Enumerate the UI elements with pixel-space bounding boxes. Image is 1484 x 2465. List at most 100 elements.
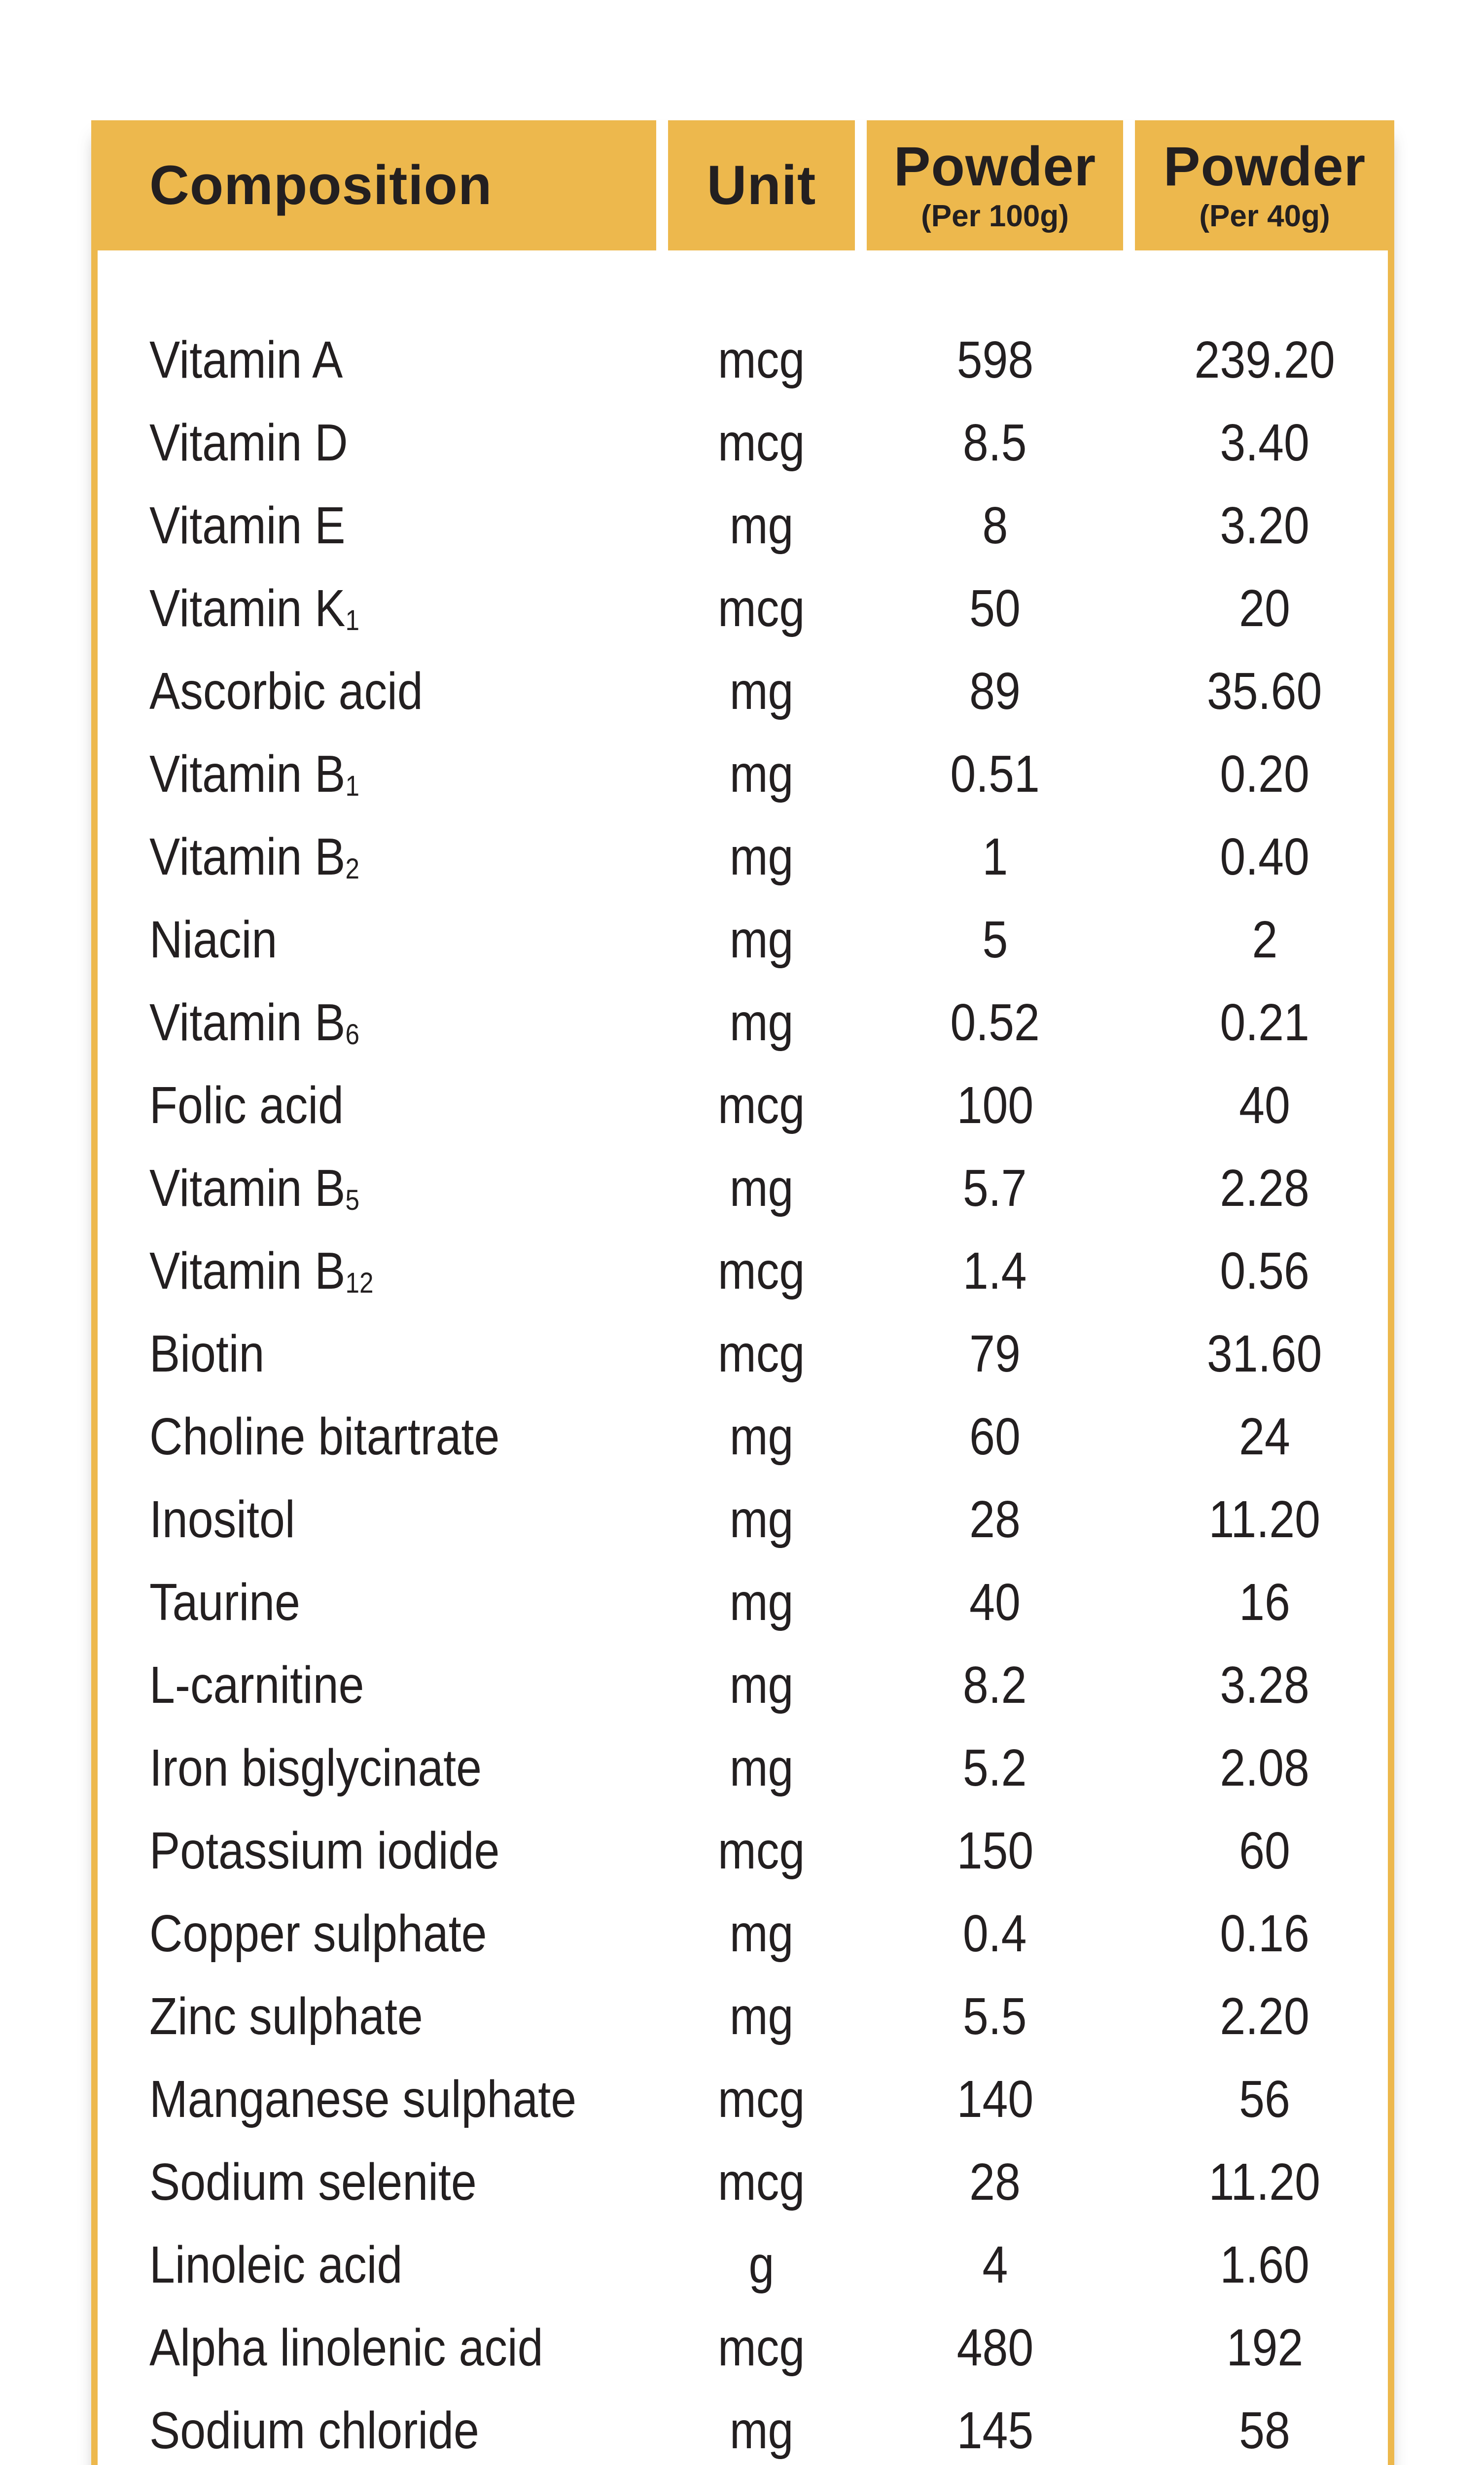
table-header-row: Composition Unit Powder (Per 100g) Powde…	[91, 120, 1394, 250]
unit-value: mcg	[718, 1076, 805, 1134]
per-100g-value: 8.2	[963, 1655, 1027, 1714]
ingredient-name: Inositol	[149, 1490, 295, 1549]
unit-value: mg	[729, 1159, 794, 1217]
unit-value: mcg	[718, 413, 805, 472]
per-100g-value: 4	[982, 2235, 1008, 2294]
powder-40g-subtitle: (Per 40g)	[1199, 199, 1330, 233]
ingredient-name: Folic acid	[149, 1076, 344, 1134]
table-row: Manganese sulphate mcg 140 56	[91, 2058, 1394, 2141]
table-row: Alpha linolenic acid mcg 480 192	[91, 2306, 1394, 2389]
unit-value: mg	[729, 993, 794, 1052]
per-100g-value: 598	[956, 330, 1033, 389]
unit-value: mg	[729, 1987, 794, 2045]
ingredient-name: Linoleic acid	[149, 2235, 403, 2294]
per-100g-value: 0.51	[950, 744, 1040, 803]
ingredient-name: Sodium selenite	[149, 2152, 477, 2211]
per-100g-value: 28	[969, 1490, 1021, 1549]
per-100g-value: 0.52	[950, 993, 1040, 1052]
per-40g-value: 2.08	[1220, 1738, 1309, 1797]
per-40g-value: 60	[1239, 1821, 1290, 1880]
ingredient-name: Taurine	[149, 1573, 300, 1631]
table-row: Vitamin A mcg 598 239.20	[91, 318, 1394, 401]
ingredient-name: Vitamin B5	[149, 1159, 360, 1217]
ingredient-name: Vitamin B2	[149, 827, 360, 886]
per-40g-value: 20	[1239, 579, 1290, 637]
ingredient-name: Sodium chloride	[149, 2401, 479, 2460]
unit-value: mcg	[718, 579, 805, 637]
per-40g-value: 58	[1239, 2401, 1290, 2460]
table-row: Ascorbic acid mg 89 35.60	[91, 650, 1394, 733]
ingredient-name: Vitamin B6	[149, 993, 360, 1052]
per-100g-value: 1	[982, 827, 1008, 886]
unit-value: mg	[729, 827, 794, 886]
ingredient-name: Potassium iodide	[149, 1821, 500, 1880]
table-row: Vitamin K1 mcg 50 20	[91, 567, 1394, 650]
unit-value: mg	[729, 1738, 794, 1797]
per-100g-value: 50	[969, 579, 1021, 637]
per-40g-value: 2	[1252, 910, 1277, 969]
per-40g-value: 239.20	[1194, 330, 1335, 389]
per-100g-value: 480	[956, 2318, 1033, 2377]
column-header-unit: Unit	[668, 120, 855, 250]
per-100g-value: 1.4	[963, 1241, 1027, 1300]
unit-value: mcg	[718, 1241, 805, 1300]
ingredient-name: Iron bisglycinate	[149, 1738, 482, 1797]
ingredient-name: Niacin	[149, 910, 278, 969]
table-row: Copper sulphate mg 0.4 0.16	[91, 1892, 1394, 1975]
table-row: Zinc sulphate mg 5.5 2.20	[91, 1975, 1394, 2058]
ingredient-name: Ascorbic acid	[149, 662, 423, 720]
ingredient-name: Zinc sulphate	[149, 1987, 423, 2045]
table-row: Inositol mg 28 11.20	[91, 1478, 1394, 1561]
per-40g-value: 16	[1239, 1573, 1290, 1631]
powder-100g-title: Powder	[893, 136, 1096, 197]
ingredient-name: L-carnitine	[149, 1655, 364, 1714]
unit-value: mg	[729, 662, 794, 720]
per-40g-value: 2.28	[1220, 1159, 1309, 1217]
per-100g-value: 60	[969, 1407, 1021, 1466]
per-40g-value: 40	[1239, 1076, 1290, 1134]
composition-header-label: Composition	[149, 154, 493, 216]
per-40g-value: 31.60	[1207, 1324, 1322, 1383]
ingredient-name: Alpha linolenic acid	[149, 2318, 543, 2377]
column-header-powder-per-100g: Powder (Per 100g)	[867, 120, 1123, 250]
table-row: Taurine mg 40 16	[91, 1561, 1394, 1644]
per-100g-value: 5.7	[963, 1159, 1027, 1217]
table-row: L-carnitine mg 8.2 3.28	[91, 1644, 1394, 1726]
per-100g-value: 0.4	[963, 1904, 1027, 1963]
unit-value: mcg	[718, 330, 805, 389]
per-100g-value: 5	[982, 910, 1008, 969]
table-row: Potassium iodide mcg 150 60	[91, 1809, 1394, 1892]
per-100g-value: 100	[956, 1076, 1033, 1134]
table-row: Vitamin B5 mg 5.7 2.28	[91, 1147, 1394, 1230]
per-40g-value: 35.60	[1207, 662, 1322, 720]
column-header-composition: Composition	[91, 120, 656, 250]
per-40g-value: 1.60	[1220, 2235, 1309, 2294]
per-100g-value: 145	[956, 2401, 1033, 2460]
powder-40g-title: Powder	[1163, 136, 1366, 197]
per-100g-value: 8	[982, 496, 1008, 555]
unit-header-label: Unit	[707, 154, 816, 216]
per-100g-value: 28	[969, 2152, 1021, 2211]
table-row: Sodium chloride mg 145 58	[91, 2389, 1394, 2465]
per-40g-value: 192	[1226, 2318, 1303, 2377]
table-row: Vitamin D mcg 8.5 3.40	[91, 401, 1394, 484]
per-100g-value: 8.5	[963, 413, 1027, 472]
per-40g-value: 0.20	[1220, 744, 1309, 803]
unit-value: mcg	[718, 1324, 805, 1383]
table-body: Vitamin A mcg 598 239.20 Vitamin D mcg 8…	[98, 250, 1388, 2465]
per-40g-value: 11.20	[1208, 1490, 1321, 1549]
unit-value: mcg	[718, 1821, 805, 1880]
ingredient-name: Vitamin B12	[149, 1241, 374, 1300]
composition-table: Composition Unit Powder (Per 100g) Powde…	[91, 120, 1394, 2465]
per-40g-value: 11.20	[1208, 2152, 1321, 2211]
unit-value: mg	[729, 1904, 794, 1963]
per-40g-value: 2.20	[1220, 1987, 1309, 2045]
ingredient-name: Vitamin K1	[149, 579, 360, 637]
unit-value: mcg	[718, 2070, 805, 2128]
per-40g-value: 3.28	[1220, 1655, 1309, 1714]
ingredient-name: Copper sulphate	[149, 1904, 487, 1963]
per-40g-value: 24	[1239, 1407, 1290, 1466]
table-row: Sodium selenite mcg 28 11.20	[91, 2141, 1394, 2223]
per-100g-value: 5.2	[963, 1738, 1027, 1797]
table-row: Folic acid mcg 100 40	[91, 1064, 1394, 1147]
